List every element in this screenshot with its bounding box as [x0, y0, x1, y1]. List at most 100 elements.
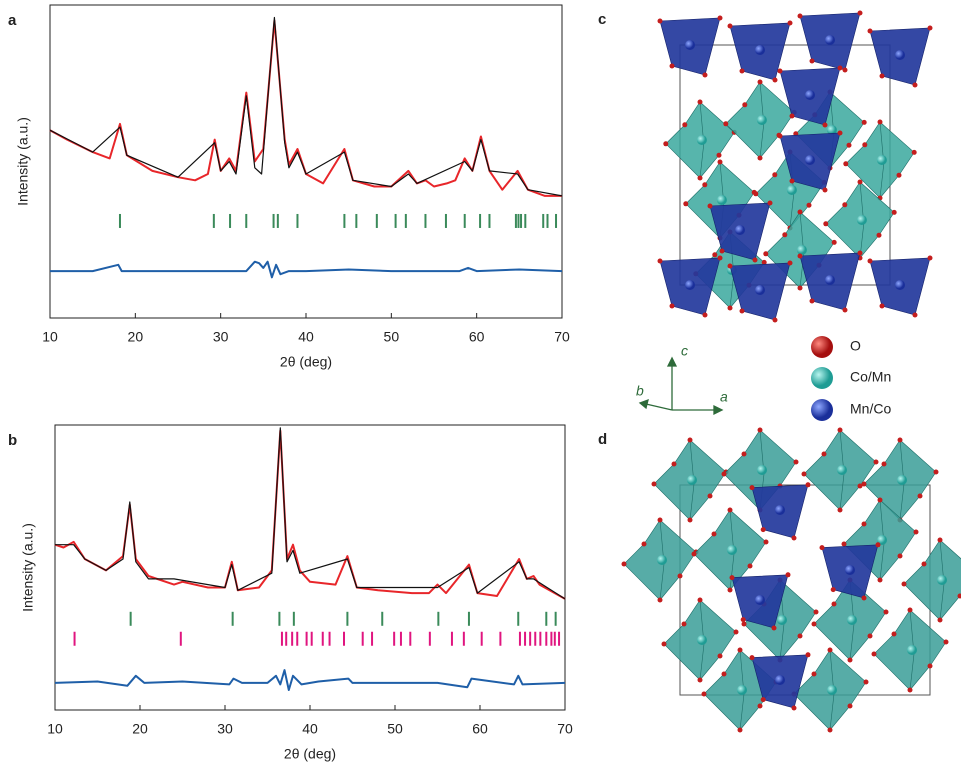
oxygen	[830, 587, 836, 593]
oxygen	[912, 82, 918, 88]
oxygen	[842, 202, 848, 208]
oxygen	[911, 149, 917, 155]
oxygen	[791, 705, 797, 711]
oxygen	[721, 671, 727, 677]
oxygen	[811, 671, 817, 677]
cation	[825, 275, 835, 285]
oxygen	[797, 285, 803, 291]
oxygen	[681, 621, 687, 627]
oxygen	[749, 485, 755, 491]
cation	[777, 615, 787, 625]
oxygen	[862, 142, 868, 148]
oxygen	[881, 461, 887, 467]
oxygen	[717, 255, 723, 261]
oxygen	[763, 251, 769, 257]
oxygen	[842, 307, 848, 313]
oxygen	[912, 312, 918, 318]
axis-label: b	[636, 383, 644, 399]
oxygen	[877, 497, 883, 503]
oxygen	[831, 601, 837, 607]
oxygen	[896, 172, 902, 178]
cation	[755, 285, 765, 295]
cation	[877, 535, 887, 545]
cation	[796, 245, 807, 255]
oxygen	[739, 68, 745, 74]
oxygen	[727, 305, 733, 311]
oxygen	[782, 232, 788, 238]
oxygen	[811, 621, 817, 627]
oxygen	[809, 298, 815, 304]
cation	[856, 215, 867, 225]
cation	[826, 125, 837, 135]
crystal-c	[657, 10, 933, 323]
oxygen	[797, 13, 803, 19]
oxygen	[827, 647, 833, 653]
axes-arrows	[638, 356, 724, 416]
oxygen	[801, 471, 807, 477]
cation	[805, 90, 815, 100]
oxygen	[717, 653, 723, 659]
oxygen	[760, 697, 766, 703]
x-tick-label: 70	[554, 329, 570, 345]
oxygen	[707, 203, 713, 209]
oxygen	[687, 437, 693, 443]
oxygen	[772, 172, 778, 178]
oxygen	[822, 187, 828, 193]
oxygen	[771, 625, 777, 631]
oxygen	[797, 209, 803, 215]
oxygen	[809, 58, 815, 64]
oxygen	[891, 209, 897, 215]
oxygen	[917, 493, 923, 499]
oxygen	[861, 521, 867, 527]
cation	[786, 185, 797, 195]
oxygen	[873, 459, 879, 465]
oxygen	[757, 155, 763, 161]
oxygen	[757, 427, 763, 433]
oxygen	[767, 200, 773, 206]
oxygen	[841, 541, 847, 547]
cation	[895, 50, 905, 60]
cation	[657, 555, 667, 565]
cation	[687, 475, 697, 485]
y-axis-label: Intensity (a.u.)	[20, 523, 36, 612]
oxygen	[753, 191, 759, 197]
cation	[727, 545, 737, 555]
x-tick-label: 20	[132, 721, 148, 737]
oxygen	[657, 258, 663, 264]
oxygen	[737, 727, 743, 733]
oxygen	[727, 23, 733, 29]
oxygen	[891, 631, 897, 637]
legend-swatch	[811, 367, 833, 389]
oxygen	[863, 679, 869, 685]
oxygen	[621, 561, 627, 567]
oxygen	[717, 15, 723, 21]
oxygen	[921, 561, 927, 567]
oxygen	[712, 252, 718, 258]
structures: c d O Co/Mn Mn/Co c a b	[598, 10, 961, 733]
oxygen	[741, 621, 747, 627]
oxygen	[742, 102, 748, 108]
oxygen	[697, 175, 703, 181]
oxygen	[757, 703, 763, 709]
oxygen	[937, 537, 943, 543]
cation	[696, 135, 707, 145]
oxygen	[861, 481, 867, 487]
cation	[847, 615, 857, 625]
cation	[716, 195, 727, 205]
oxygen	[707, 493, 713, 499]
oxygen	[837, 65, 843, 71]
oxygen	[727, 263, 733, 269]
oxygen	[813, 609, 819, 615]
oxygen	[837, 427, 843, 433]
oxygen	[857, 10, 863, 16]
oxygen	[879, 303, 885, 309]
oxygen	[702, 182, 708, 188]
oxygen	[697, 597, 703, 603]
oxygen	[701, 691, 707, 697]
cation	[737, 685, 747, 695]
crystal-d	[621, 427, 961, 733]
oxygen	[702, 312, 708, 318]
oxygen	[861, 119, 867, 125]
legend-label: Mn/Co	[850, 401, 891, 417]
oxygen	[857, 483, 863, 489]
